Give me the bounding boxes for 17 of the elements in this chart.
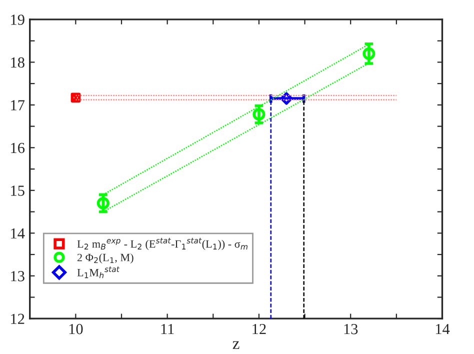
x-tick-label: 12 (252, 324, 266, 334)
x-axis-title: z (232, 341, 240, 349)
y-tick-label: 19 (11, 14, 24, 25)
y-tick-label: 13 (11, 271, 24, 282)
text: L$_{2}$ m$_{B}$$^{exp}$ - L$_{2}$ (E$^{stat}$-Γ$_{1}$$^{stat}$(L$_{1}$)) - σ$_{m}$ (77, 238, 248, 250)
x-tick-label: 14 (436, 324, 450, 334)
legend-label: 2 Φ$_{2}$(L$_{1}$, M) (77, 253, 134, 264)
y-tick-label: 15 (11, 186, 24, 196)
legend-label: L$_{1}$M$_{h}$$^{stat}$ (77, 266, 120, 278)
y-tick-label: 18 (11, 57, 24, 68)
y-tick-label: 14 (11, 228, 25, 238)
x-tick-label: 10 (69, 324, 83, 334)
x-tick-label: 13 (344, 324, 358, 334)
x-tick-label: 11 (161, 324, 174, 334)
y-tick-label: 16 (11, 142, 25, 154)
y-tick-label: 17 (11, 100, 25, 110)
y-tick-label: 12 (11, 314, 24, 324)
